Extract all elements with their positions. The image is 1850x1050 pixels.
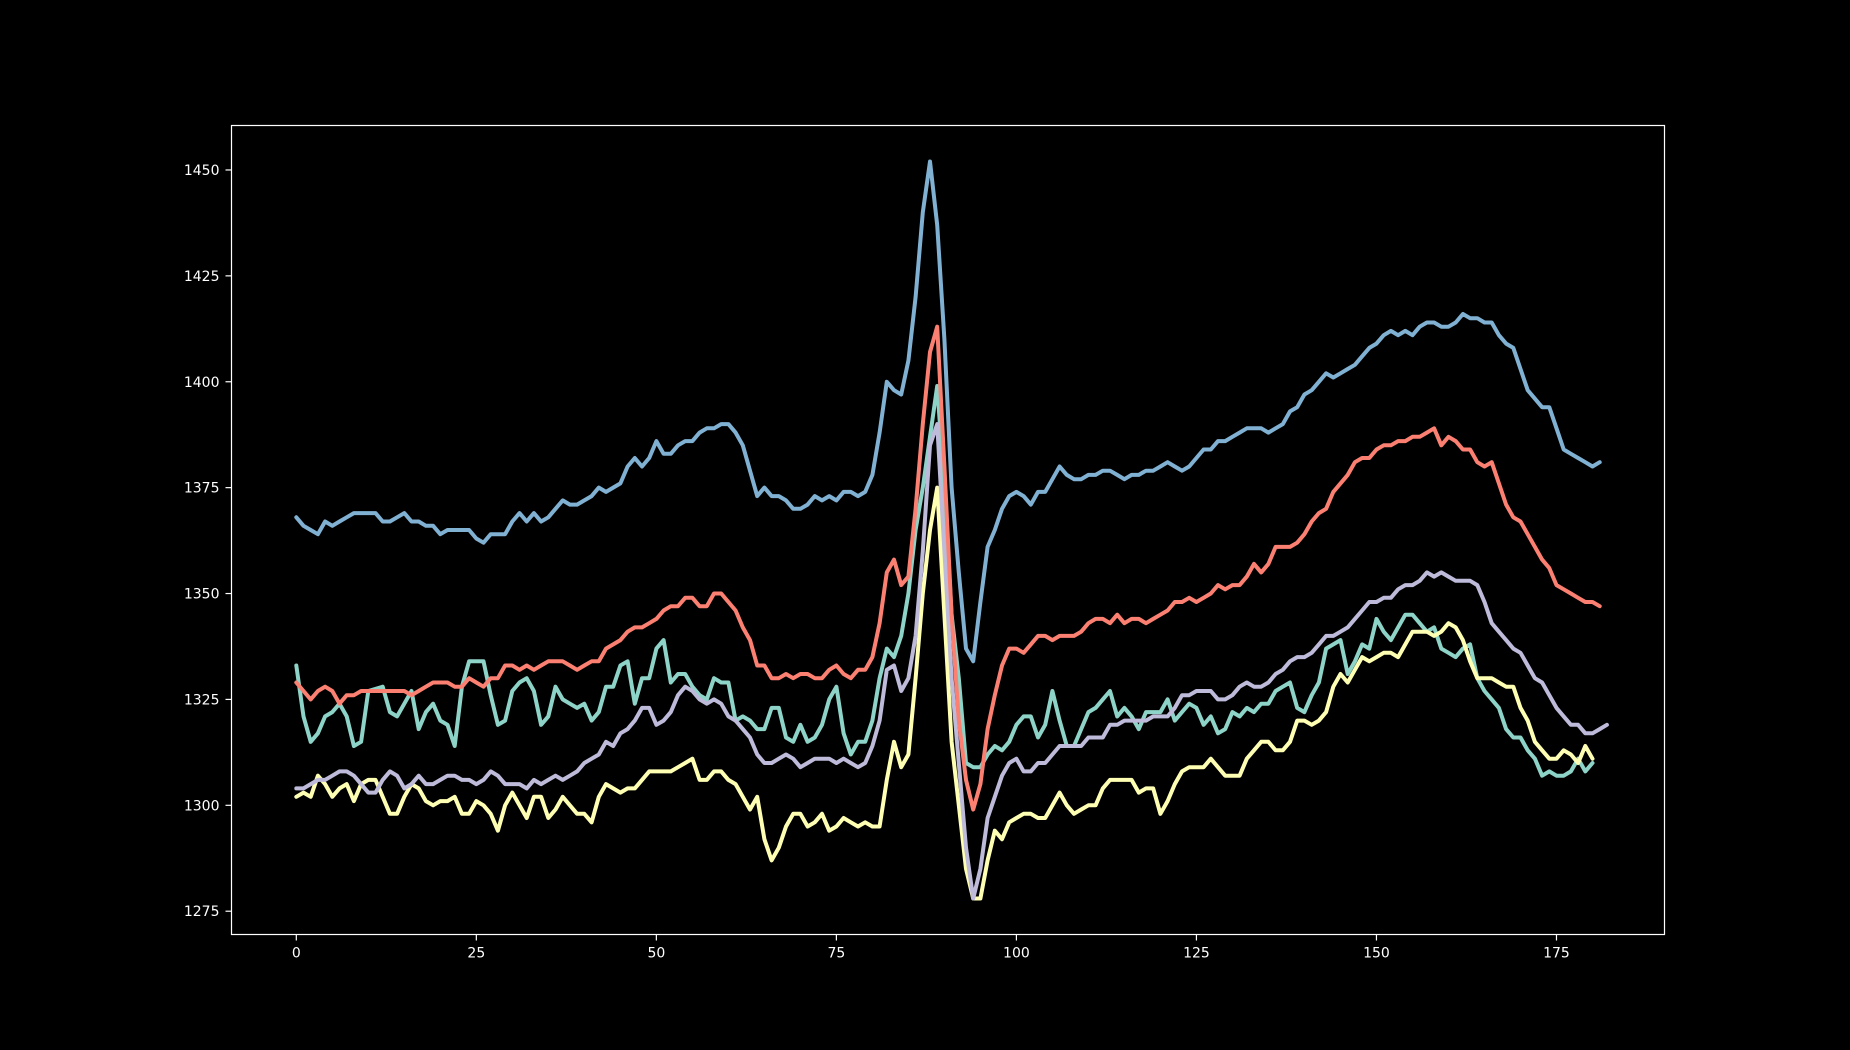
series-layer xyxy=(294,159,1609,901)
series-line-2 xyxy=(294,485,1595,901)
x-tick-label: 150 xyxy=(1363,946,1390,962)
y-tick-label: 1325 xyxy=(184,692,220,708)
y-tick-label: 1375 xyxy=(184,481,220,497)
y-tick-label: 1300 xyxy=(184,798,220,814)
y-axis: 1275 1300 1325 1350 1375 1400 1425 1450 xyxy=(184,163,232,920)
x-tick-label: 75 xyxy=(827,946,845,962)
x-axis: 0 25 50 75 100 125 150 175 xyxy=(292,934,1570,962)
x-tick-label: 25 xyxy=(467,946,485,962)
series-line-5 xyxy=(294,159,1602,664)
x-tick-label: 100 xyxy=(1003,946,1030,962)
y-tick-label: 1450 xyxy=(184,163,220,179)
plot-area-frame xyxy=(230,124,1666,936)
series-line-4 xyxy=(294,324,1602,812)
y-tick-label: 1400 xyxy=(184,375,220,391)
series-line-3 xyxy=(294,422,1609,901)
x-tick-label: 50 xyxy=(647,946,665,962)
x-tick-label: 175 xyxy=(1543,946,1570,962)
x-tick-label: 125 xyxy=(1183,946,1210,962)
x-tick-label: 0 xyxy=(292,946,301,962)
y-tick-label: 1425 xyxy=(184,269,220,285)
y-tick-label: 1275 xyxy=(184,904,220,920)
y-tick-label: 1350 xyxy=(184,587,220,603)
